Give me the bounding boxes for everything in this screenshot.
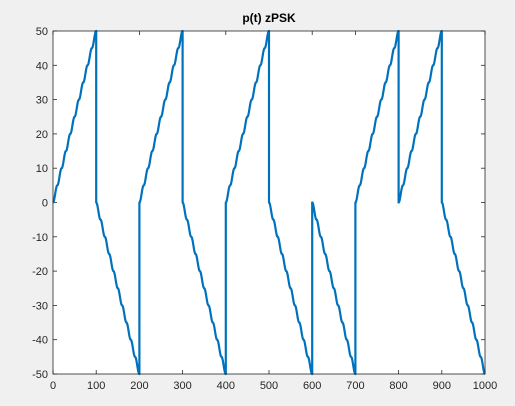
x-tick-label: 1000 [473, 380, 497, 392]
y-tick-label: -20 [32, 266, 48, 278]
x-tick-label: 100 [87, 380, 105, 392]
x-tick-label: 600 [303, 380, 321, 392]
x-tick-label: 500 [260, 380, 278, 392]
x-tick-label: 400 [217, 380, 235, 392]
y-tick-label: -10 [32, 232, 48, 244]
x-tick-label: 0 [50, 380, 56, 392]
y-tick-label: 0 [42, 198, 48, 210]
y-tick-label: 40 [36, 60, 48, 72]
x-tick-label: 200 [130, 380, 148, 392]
series-line [52, 29, 486, 376]
y-tick-label: -50 [32, 369, 48, 381]
plot-area [52, 29, 486, 376]
x-tick-label: 900 [433, 380, 451, 392]
y-tick-label: -30 [32, 300, 48, 312]
y-tick-label: 50 [36, 26, 48, 38]
x-tick-label: 800 [389, 380, 407, 392]
tick-group: 0 100 200 300 400 500 600 700 800 900 1000-50-40-3… [32, 26, 497, 392]
x-tick-label: 300 [173, 380, 191, 392]
x-tick-label: 700 [346, 380, 364, 392]
y-tick-label: -40 [32, 335, 48, 347]
y-tick-label: 30 [36, 95, 48, 107]
chart-title: p(t) zPSK [242, 11, 296, 25]
y-tick-label: 10 [36, 163, 48, 175]
y-tick-label: 20 [36, 129, 48, 141]
axes-box [52, 30, 486, 375]
